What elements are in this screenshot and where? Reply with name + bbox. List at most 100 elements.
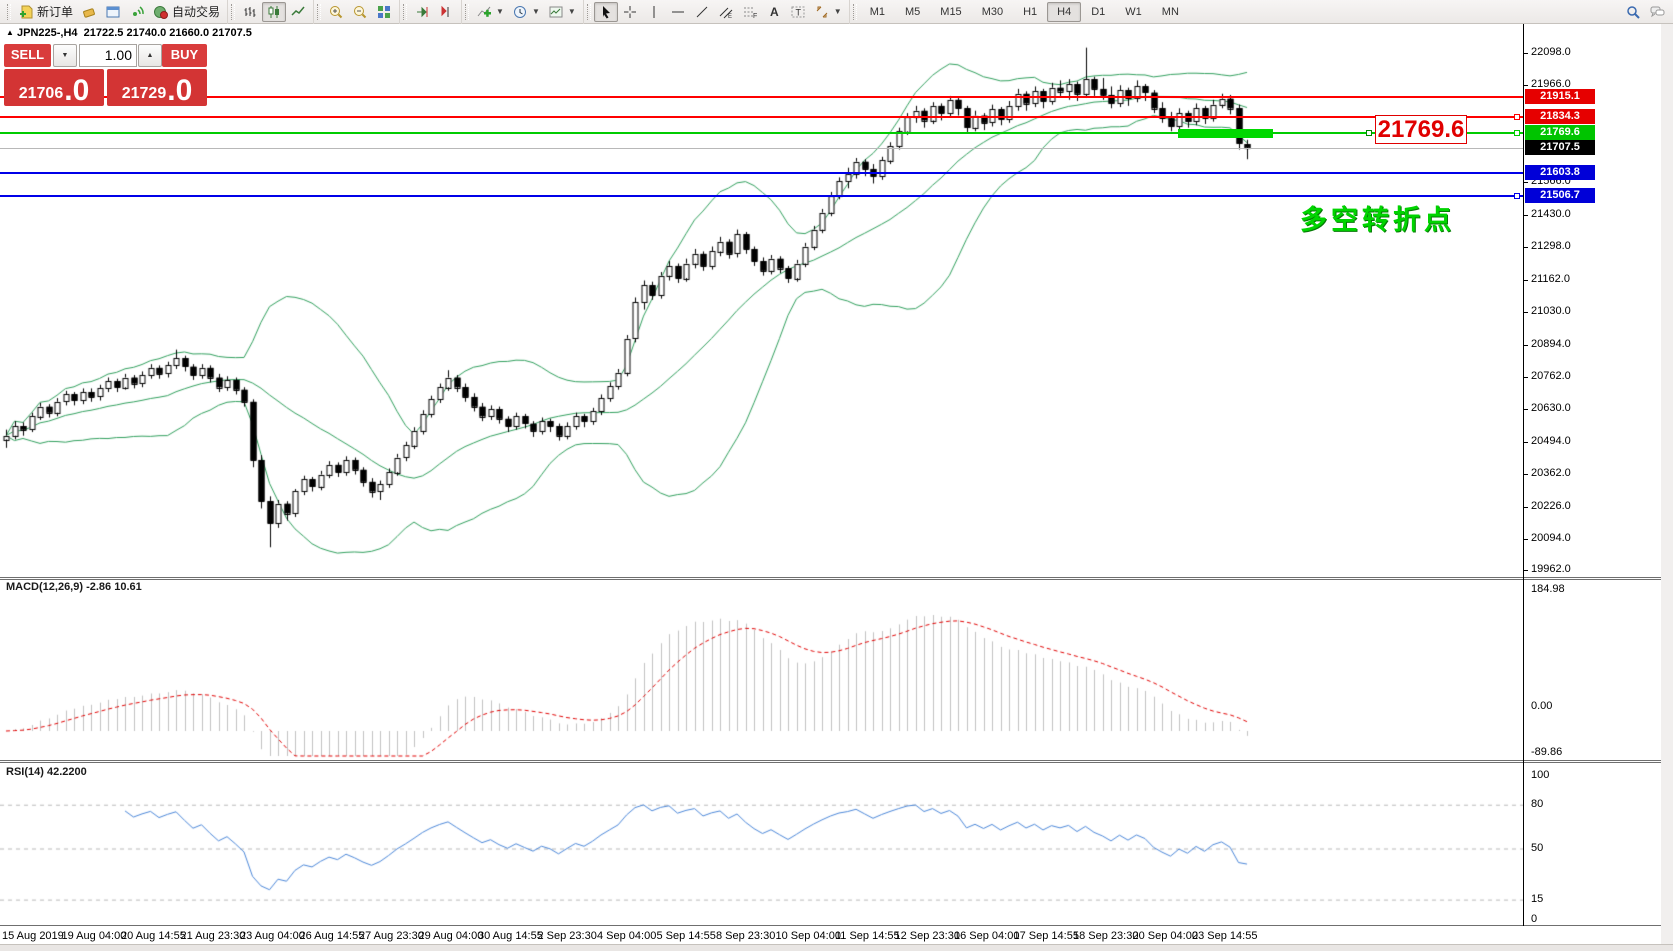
price-line-21603.8[interactable] [0, 172, 1523, 174]
sell-price-main: 21706 [18, 85, 64, 102]
chart-shift-button[interactable] [434, 2, 458, 22]
tf-h4[interactable]: H4 [1047, 1, 1082, 22]
new-order-button-label: 新订单 [37, 5, 74, 19]
charts-window-button[interactable] [101, 2, 125, 22]
volume-decrease-button[interactable]: ▼ [53, 44, 77, 67]
new-order-button[interactable]: 新订单 [14, 2, 77, 22]
cursor-button[interactable] [593, 1, 618, 22]
price-line-21834.3[interactable] [0, 116, 1523, 118]
tiles-icon [376, 4, 392, 20]
tf-h1[interactable]: H1 [1013, 2, 1047, 22]
tf-m30[interactable]: M30 [972, 2, 1013, 22]
vertical-line-button[interactable] [642, 2, 666, 22]
crosshair-button[interactable] [618, 2, 642, 22]
buy-price-button[interactable]: 21729 .0 [107, 69, 207, 106]
equidistant-channel-button[interactable]: E [714, 2, 738, 22]
chevron-down-icon[interactable]: ▼ [833, 7, 842, 16]
svg-text:F: F [753, 13, 757, 20]
auto-trading-button[interactable]: 自动交易 [149, 2, 224, 22]
volume-increase-button[interactable]: ▲ [138, 44, 162, 67]
toolbar-right [1621, 2, 1669, 22]
time-tick-label: 4 Sep 04:00 [597, 930, 657, 942]
tf-m5[interactable]: M5 [895, 2, 930, 22]
periods-button[interactable]: ▼ [508, 2, 544, 22]
fibonacci-button[interactable]: F [738, 2, 762, 22]
bar-chart-button[interactable] [238, 2, 262, 22]
template-icon [548, 4, 564, 20]
sell-price-decimal: .0 [64, 74, 90, 107]
linechart-icon [290, 4, 306, 20]
line-handle[interactable] [1514, 193, 1520, 199]
price-annotation-box[interactable]: 21769.6 [1375, 115, 1467, 144]
new-order-icon [18, 4, 34, 20]
tf-w1[interactable]: W1 [1115, 2, 1152, 22]
sell-button[interactable]: SELL [4, 44, 51, 67]
tf-mn[interactable]: MN [1152, 2, 1189, 22]
line-handle[interactable] [1514, 114, 1520, 120]
toolbar-grip[interactable] [852, 3, 857, 20]
sell-price-button[interactable]: 21706 .0 [4, 69, 104, 106]
toolbar-grip[interactable] [7, 3, 11, 20]
time-tick-label: 10 Sep 04:00 [775, 930, 841, 942]
pane-separator-macd[interactable] [0, 577, 1673, 580]
indicators-button[interactable]: ▼ [472, 2, 508, 22]
trendline-button[interactable] [690, 2, 714, 22]
collapse-triangle-icon[interactable]: ▲ [6, 28, 14, 37]
price-tick-label: 20226.0 [1531, 500, 1571, 512]
chat-button[interactable] [1645, 2, 1669, 22]
auto-scroll-button[interactable] [410, 2, 434, 22]
macd-axis-label: 0.00 [1531, 700, 1553, 712]
price-line-21915.1[interactable] [0, 96, 1523, 98]
eraser-button[interactable] [77, 2, 101, 22]
main-chart-canvas[interactable] [0, 24, 1523, 577]
signals-button[interactable] [125, 2, 149, 22]
chevron-down-icon[interactable]: ▼ [496, 7, 504, 16]
zoom-out-button[interactable] [348, 2, 372, 22]
line-handle[interactable] [1514, 130, 1520, 136]
price-line-21506.7[interactable] [0, 195, 1523, 197]
toolbar: 新订单 自动交易 ▼ ▼ ▼ E F A T ▼ M1 M5 M15 M30 H1 H4 D1 W1 MN [0, 0, 1673, 24]
search-button[interactable] [1621, 2, 1645, 22]
toolbar-grip[interactable] [317, 3, 322, 20]
templates-button[interactable]: ▼ [544, 2, 580, 22]
price-line-21769.6[interactable] [0, 132, 1523, 134]
signal-icon [129, 4, 145, 20]
horizontal-line-button[interactable] [666, 2, 690, 22]
time-tick-label: 12 Sep 23:30 [894, 930, 960, 942]
zoom-in-button[interactable] [324, 2, 348, 22]
buy-button[interactable]: BUY [162, 44, 207, 67]
candlestick-button[interactable] [262, 1, 287, 22]
axis-tick-mark [1523, 474, 1528, 475]
tf-m1[interactable]: M1 [860, 2, 895, 22]
highlight-trendline[interactable] [1178, 129, 1273, 138]
text-t-icon: T [790, 4, 806, 20]
toolbar-grip[interactable] [231, 3, 236, 20]
line-handle[interactable] [1366, 130, 1372, 136]
rsi-canvas[interactable] [0, 763, 1523, 925]
macd-canvas[interactable] [0, 580, 1523, 760]
tf-m15[interactable]: M15 [930, 2, 971, 22]
toolbar-grip[interactable] [403, 3, 408, 20]
chevron-down-icon[interactable]: ▼ [567, 7, 576, 16]
zoom-in-icon [328, 4, 344, 20]
tf-w1-label: W1 [1125, 5, 1142, 18]
tf-d1[interactable]: D1 [1081, 2, 1115, 22]
tf-m1-label: M1 [869, 5, 885, 18]
arrows-button[interactable]: ▼ [810, 2, 846, 22]
text-label-button[interactable]: T [786, 2, 810, 22]
chevron-down-icon[interactable]: ▼ [531, 7, 540, 16]
time-tick-label: 20 Aug 14:55 [121, 930, 186, 942]
time-axis[interactable]: 15 Aug 2019 19 Aug 04:00 20 Aug 14:55 21 Au… [0, 927, 1523, 944]
text-button[interactable]: A [762, 2, 786, 22]
pane-separator-rsi[interactable] [0, 760, 1673, 763]
window-icon [105, 4, 121, 20]
current-price-line [0, 148, 1523, 149]
tf-m15-label: M15 [940, 5, 962, 18]
turning-point-note[interactable]: 多空转折点 [1300, 205, 1455, 235]
line-chart-button[interactable] [286, 2, 310, 22]
arrows-icon [814, 4, 830, 20]
toolbar-grip[interactable] [586, 3, 591, 20]
volume-input[interactable]: 1.00 [79, 44, 137, 67]
tile-windows-button[interactable] [372, 2, 396, 22]
toolbar-grip[interactable] [465, 3, 470, 20]
